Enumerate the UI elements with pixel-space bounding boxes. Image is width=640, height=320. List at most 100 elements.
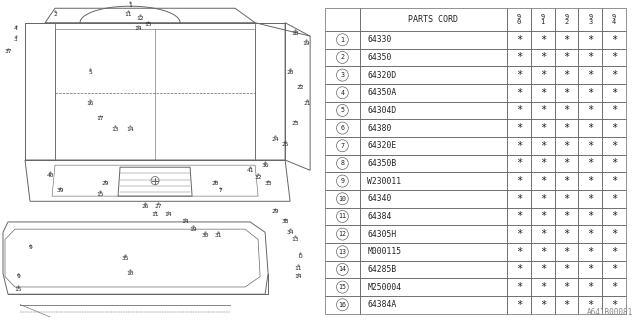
Bar xyxy=(325,225,360,243)
Bar xyxy=(579,243,602,260)
Bar xyxy=(531,49,555,66)
Bar xyxy=(602,260,626,278)
Text: 3: 3 xyxy=(340,72,344,78)
Bar xyxy=(325,243,360,260)
Text: *: * xyxy=(516,282,522,292)
Text: *: * xyxy=(540,282,546,292)
Text: *: * xyxy=(587,88,593,98)
Text: 20: 20 xyxy=(286,70,294,75)
Text: *: * xyxy=(563,264,570,275)
Bar xyxy=(507,119,531,137)
Bar xyxy=(579,8,602,31)
Text: 64384: 64384 xyxy=(367,212,392,221)
Bar xyxy=(602,8,626,31)
Text: 38: 38 xyxy=(282,220,289,224)
Text: *: * xyxy=(587,123,593,133)
Text: *: * xyxy=(563,70,570,80)
Bar xyxy=(531,84,555,101)
Text: 9
3: 9 3 xyxy=(588,14,593,25)
Bar xyxy=(360,31,507,49)
Text: 13: 13 xyxy=(339,249,346,255)
Bar xyxy=(579,101,602,119)
Bar xyxy=(360,190,507,208)
Text: *: * xyxy=(516,35,522,45)
Text: 1: 1 xyxy=(340,37,344,43)
Bar xyxy=(579,137,602,155)
Text: *: * xyxy=(540,176,546,186)
Bar xyxy=(360,225,507,243)
Text: 15: 15 xyxy=(14,286,22,292)
Text: 36: 36 xyxy=(261,163,269,168)
Text: 12: 12 xyxy=(339,231,346,237)
Text: *: * xyxy=(611,282,617,292)
Bar xyxy=(555,225,579,243)
Bar xyxy=(507,243,531,260)
Text: 2: 2 xyxy=(340,54,344,60)
Text: 8: 8 xyxy=(340,160,344,166)
Bar xyxy=(555,260,579,278)
Bar xyxy=(531,137,555,155)
Bar xyxy=(360,296,507,314)
Text: 64304D: 64304D xyxy=(367,106,397,115)
Text: *: * xyxy=(587,194,593,204)
Bar xyxy=(602,119,626,137)
Text: 64320D: 64320D xyxy=(367,71,397,80)
Bar xyxy=(507,101,531,119)
Text: 64350A: 64350A xyxy=(367,88,397,97)
Bar xyxy=(325,101,360,119)
Bar xyxy=(325,49,360,66)
Text: *: * xyxy=(563,158,570,168)
Text: 64320E: 64320E xyxy=(367,141,397,150)
Text: 2: 2 xyxy=(53,12,57,17)
Text: *: * xyxy=(540,264,546,275)
Text: *: * xyxy=(516,247,522,257)
Bar xyxy=(555,66,579,84)
Bar xyxy=(507,172,531,190)
Text: 9
0: 9 0 xyxy=(517,14,521,25)
Bar xyxy=(507,31,531,49)
Text: *: * xyxy=(587,212,593,221)
Text: *: * xyxy=(563,123,570,133)
Bar xyxy=(555,31,579,49)
Text: 64350B: 64350B xyxy=(367,159,397,168)
Text: 25: 25 xyxy=(282,142,289,147)
Text: *: * xyxy=(587,264,593,275)
Bar xyxy=(325,172,360,190)
Bar xyxy=(325,296,360,314)
Bar xyxy=(579,190,602,208)
Text: 39: 39 xyxy=(56,188,64,194)
Text: *: * xyxy=(516,212,522,221)
Text: 13: 13 xyxy=(291,237,299,242)
Text: 10: 10 xyxy=(126,271,134,276)
Text: *: * xyxy=(611,88,617,98)
Text: 23: 23 xyxy=(291,121,299,126)
Bar xyxy=(360,260,507,278)
Text: 19: 19 xyxy=(189,227,197,232)
Bar xyxy=(555,172,579,190)
Text: 1: 1 xyxy=(128,3,132,8)
Bar xyxy=(325,260,360,278)
Text: 35: 35 xyxy=(122,256,129,260)
Text: 30: 30 xyxy=(202,233,209,238)
Text: W230011: W230011 xyxy=(367,177,401,186)
Bar xyxy=(555,101,579,119)
Text: *: * xyxy=(540,158,546,168)
Text: *: * xyxy=(540,212,546,221)
Text: *: * xyxy=(611,176,617,186)
Text: 12: 12 xyxy=(136,16,144,21)
Bar xyxy=(360,137,507,155)
Bar xyxy=(325,84,360,101)
Text: *: * xyxy=(587,247,593,257)
Bar xyxy=(360,172,507,190)
Text: 26: 26 xyxy=(141,204,149,209)
Text: *: * xyxy=(516,300,522,310)
Text: 31: 31 xyxy=(214,233,222,238)
Bar xyxy=(325,8,360,31)
Bar xyxy=(531,296,555,314)
Text: *: * xyxy=(516,194,522,204)
Text: *: * xyxy=(611,52,617,62)
Text: 33: 33 xyxy=(264,181,272,186)
Text: 64330: 64330 xyxy=(367,35,392,44)
Text: *: * xyxy=(587,176,593,186)
Text: *: * xyxy=(611,264,617,275)
